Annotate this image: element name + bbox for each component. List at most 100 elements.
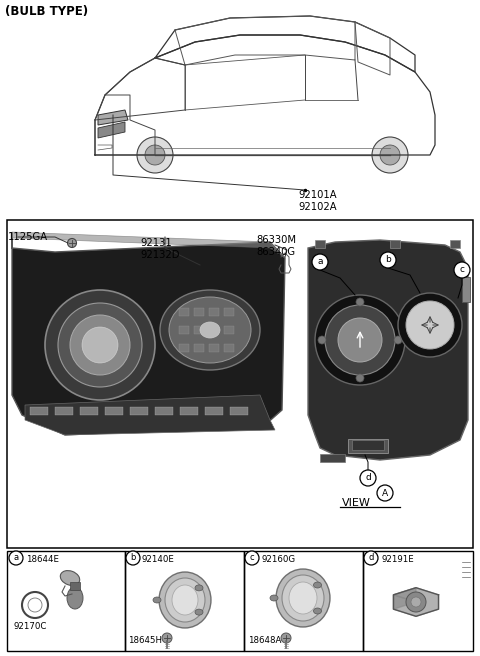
Bar [224,344,234,352]
Text: 86330M
86340G: 86330M 86340G [256,235,296,257]
Bar [179,326,189,334]
Text: 92140E: 92140E [142,555,175,564]
Circle shape [360,470,376,486]
Polygon shape [394,588,416,602]
Circle shape [364,551,378,565]
Bar [105,407,123,415]
Bar [55,407,73,415]
Ellipse shape [160,290,260,370]
Circle shape [68,239,76,247]
Text: A: A [382,489,388,497]
Ellipse shape [172,585,198,615]
Bar [363,551,473,651]
Circle shape [45,290,155,400]
Polygon shape [308,240,468,460]
Circle shape [454,262,470,278]
Bar [315,240,325,248]
Circle shape [58,303,142,387]
Text: a: a [13,554,19,562]
Text: c: c [459,266,465,274]
Bar [130,407,148,415]
Ellipse shape [313,582,322,588]
Circle shape [82,327,118,363]
Polygon shape [394,588,439,616]
Bar [390,240,400,248]
Bar [125,551,244,651]
Bar [209,326,219,334]
Bar [194,344,204,352]
Circle shape [245,551,259,565]
Text: b: b [130,554,136,562]
Polygon shape [12,232,285,258]
Ellipse shape [153,597,161,603]
Bar [7,220,473,548]
Circle shape [406,592,426,612]
Ellipse shape [60,571,80,585]
Polygon shape [98,110,128,125]
Bar [194,326,204,334]
Bar [194,308,204,316]
Ellipse shape [195,585,203,591]
Ellipse shape [289,582,317,614]
Text: d: d [368,554,374,562]
Circle shape [162,633,172,643]
Bar [230,407,248,415]
Text: VIEW: VIEW [342,498,371,508]
Circle shape [312,254,328,270]
Circle shape [411,597,421,607]
Bar [462,277,470,302]
Text: a: a [317,258,323,266]
Text: 92101A
92102A: 92101A 92102A [298,190,336,213]
Bar [70,582,80,590]
Circle shape [338,318,382,362]
Circle shape [315,295,405,385]
Ellipse shape [195,609,203,615]
Circle shape [281,633,291,643]
Text: 92170C: 92170C [14,622,48,631]
Text: 1125GA: 1125GA [8,232,48,242]
Bar [30,407,48,415]
Circle shape [380,145,400,165]
Polygon shape [394,595,416,609]
Bar [352,440,384,450]
Text: b: b [385,255,391,264]
Ellipse shape [282,575,324,621]
Circle shape [70,315,130,375]
Bar [179,344,189,352]
Circle shape [398,293,462,357]
Bar [224,308,234,316]
Text: 92191E: 92191E [382,555,415,564]
Ellipse shape [169,297,251,363]
Circle shape [356,374,364,382]
Circle shape [372,137,408,173]
Ellipse shape [276,569,330,627]
Bar [320,454,345,462]
Text: (BULB TYPE): (BULB TYPE) [5,5,88,18]
Circle shape [325,305,395,375]
Text: 18648A: 18648A [248,636,281,645]
Ellipse shape [67,587,83,609]
Ellipse shape [159,572,211,628]
Bar [179,308,189,316]
Circle shape [394,336,402,344]
Text: 18645H: 18645H [128,636,162,645]
Bar [244,551,363,651]
Bar [348,439,388,453]
Ellipse shape [165,578,205,622]
Ellipse shape [313,608,322,614]
Circle shape [377,485,393,501]
Polygon shape [12,232,285,435]
Polygon shape [98,122,125,138]
Circle shape [356,298,364,306]
Circle shape [28,598,42,612]
Text: d: d [365,474,371,483]
Circle shape [9,551,23,565]
Text: c: c [250,554,254,562]
Bar [80,407,98,415]
Circle shape [318,336,326,344]
Bar [180,407,198,415]
Bar [224,326,234,334]
Bar [155,407,173,415]
Circle shape [406,301,454,349]
Bar [450,240,460,248]
